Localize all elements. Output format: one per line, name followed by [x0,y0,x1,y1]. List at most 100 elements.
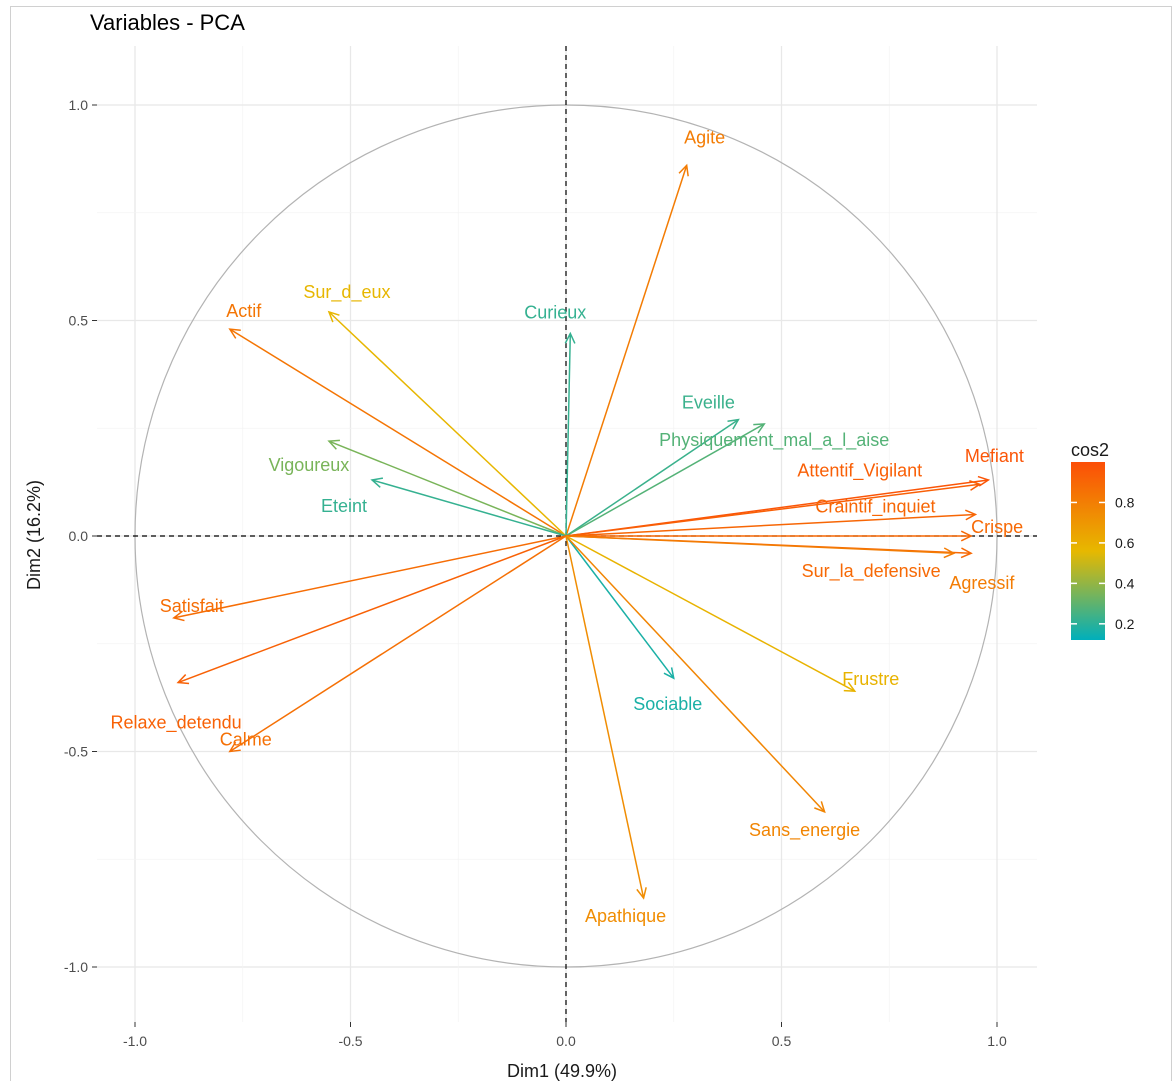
arrow-shaft [371,479,567,537]
arrow-head [327,310,340,323]
arrow-head [960,530,973,542]
arrow-head [727,418,740,430]
x-axis-title: Dim1 (49.9%) [507,1061,617,1081]
arrow-shaft [565,513,976,537]
arrow-head [370,477,384,488]
y-tick-label: -0.5 [64,744,88,760]
arrow-attentif-vigilant [565,480,982,537]
x-tick-label: -1.0 [123,1033,147,1049]
arrow-shaft [229,328,567,537]
label-sur-d-eux: Sur_d_eux [303,282,390,303]
label-actif: Actif [226,301,262,321]
arrow-head [172,610,185,622]
legend-title: cos2 [1071,440,1109,460]
arrow-shaft [229,535,567,753]
arrow-head [678,163,689,177]
arrow-head [943,547,956,559]
arrow-physiquement-mal-a-l-aise [565,423,766,537]
label-attentif-vigilant: Attentif_Vigilant [797,460,922,481]
x-tick-label: 0.0 [556,1033,576,1049]
label-satisfait: Satisfait [160,596,224,616]
arrow-head [663,667,675,680]
label-mefiant: Mefiant [965,446,1024,466]
arrow-head [327,439,340,450]
label-physiquement-mal-a-l-aise: Physiquement_mal_a_l_aise [659,430,889,451]
label-eveille: Eveille [682,393,735,413]
arrow-curieux [564,331,576,537]
arrow-shaft [565,535,954,554]
arrow-head [636,887,647,900]
arrow-head [176,674,190,685]
label-calme: Calme [220,730,272,750]
arrow-sans-energie [565,535,826,814]
label-curieux: Curieux [524,302,586,322]
arrow-shaft [565,423,765,537]
arrow-head [960,547,973,559]
arrow-agite [565,163,689,537]
arrow-shaft [565,333,572,537]
arrow-crispe [566,530,973,542]
arrow-calme [228,535,567,753]
arrow-eveille [565,418,740,537]
plot-frame [10,6,1172,1081]
y-axis-title: Dim2 (16.2%) [24,480,44,590]
arrow-head [977,475,991,487]
cos2-legend: cos2 0.2 0.4 0.6 0.8 [1071,440,1135,640]
arrow-vigoureux [327,439,567,537]
arrow-shaft [565,165,688,537]
arrow-shaft [328,311,567,537]
y-tick-label: 0.5 [69,313,89,329]
label-apathique: Apathique [585,906,666,926]
arrow-head [969,480,982,491]
arrow-agressif [565,535,956,559]
x-axis-ticks: -1.0 -0.5 0.0 0.5 1.0 [123,1022,1007,1049]
arrow-relaxe-detendu [176,535,567,685]
label-vigoureux: Vigoureux [269,455,350,475]
legend-tick-label: 0.6 [1115,535,1135,551]
label-sans-energie: Sans_energie [749,820,860,841]
arrow-shaft [565,535,645,899]
label-agressif: Agressif [949,573,1015,593]
arrow-sur-d-eux [327,310,567,537]
arrow-head [814,801,826,814]
legend-tick-label: 0.4 [1115,575,1135,591]
label-relaxe-detendu: Relaxe_detendu [111,713,242,734]
x-tick-label: 0.5 [772,1033,792,1049]
label-agite: Agite [684,127,725,147]
arrow-shaft [565,535,856,692]
arrow-eteint [370,477,567,537]
label-frustre: Frustre [842,669,899,689]
chart-title: Variables - PCA [90,10,245,35]
arrow-head [564,331,576,344]
y-axis-ticks: -1.0 -0.5 0.0 0.5 1.0 [64,97,97,975]
legend-tick-label: 0.2 [1115,616,1135,632]
variable-labels: Agite Actif Sur_d_eux Curieux Eveille Physiqu… [111,127,1024,926]
label-sociable: Sociable [633,694,702,714]
arrow-head [753,423,766,434]
arrow-shaft [177,535,567,684]
arrow-shaft [565,419,739,537]
label-crispe: Crispe [971,517,1023,537]
arrow-shaft [173,535,567,619]
y-tick-label: -1.0 [64,959,88,975]
arrow-satisfait [172,535,567,622]
label-eteint: Eteint [321,496,367,516]
arrow-head [843,681,857,692]
legend-tick-label: 0.8 [1115,494,1135,510]
arrow-actif [228,328,567,537]
label-craintif-inquiet: Craintif_inquiet [815,496,935,517]
variable-arrows [172,163,991,900]
arrow-apathique [565,535,647,900]
x-tick-label: 1.0 [987,1033,1007,1049]
arrow-head [228,328,241,339]
arrow-head [228,741,241,753]
arrow-head [965,509,978,521]
arrow-frustre [565,535,857,692]
legend-colorbar [1071,462,1105,640]
arrow-craintif-inquiet [565,509,978,537]
arrow-shaft [328,440,567,537]
label-sur-la-defensive: Sur_la_defensive [802,561,941,582]
arrow-shaft [565,535,826,813]
arrow-shaft [565,483,980,537]
